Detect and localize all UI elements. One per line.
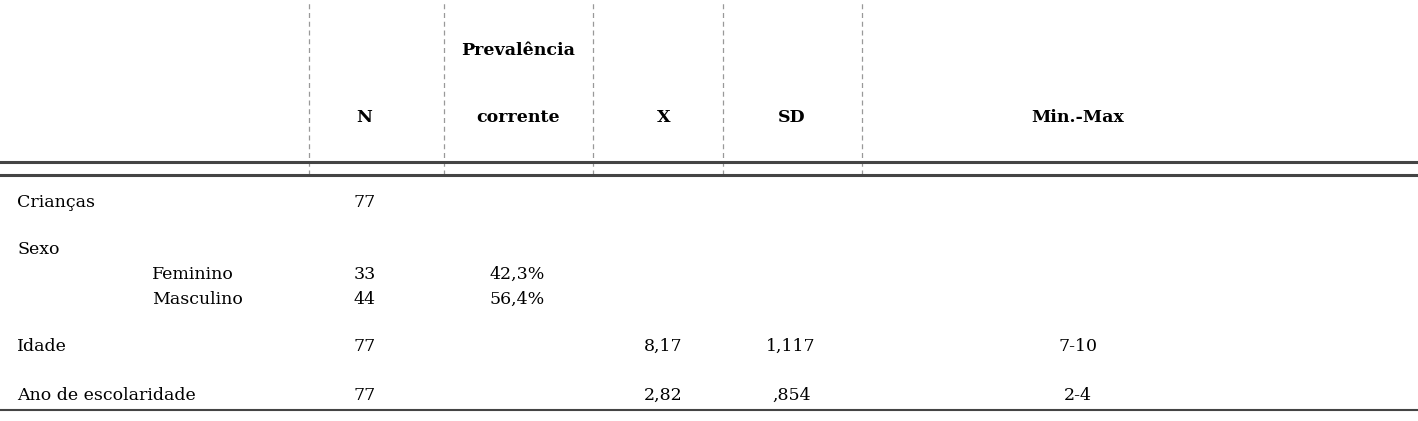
Text: 56,4%: 56,4%	[491, 291, 545, 308]
Text: ,854: ,854	[771, 387, 811, 404]
Text: N: N	[356, 109, 373, 126]
Text: Idade: Idade	[17, 338, 67, 355]
Text: 33: 33	[353, 266, 376, 283]
Text: Prevalência: Prevalência	[461, 42, 574, 59]
Text: 7-10: 7-10	[1058, 338, 1098, 355]
Text: 77: 77	[353, 194, 376, 211]
Text: 8,17: 8,17	[644, 338, 683, 355]
Text: 77: 77	[353, 387, 376, 404]
Text: Sexo: Sexo	[17, 240, 60, 258]
Text: 1,117: 1,117	[767, 338, 815, 355]
Text: 42,3%: 42,3%	[489, 266, 546, 283]
Text: Feminino: Feminino	[152, 266, 234, 283]
Text: corrente: corrente	[476, 109, 559, 126]
Text: 2,82: 2,82	[644, 387, 683, 404]
Text: 77: 77	[353, 338, 376, 355]
Text: Ano de escolaridade: Ano de escolaridade	[17, 387, 196, 404]
Text: 2-4: 2-4	[1064, 387, 1092, 404]
Text: Min.-Max: Min.-Max	[1031, 109, 1124, 126]
Text: Masculino: Masculino	[152, 291, 242, 308]
Text: Crianças: Crianças	[17, 194, 95, 211]
Text: 44: 44	[353, 291, 376, 308]
Text: SD: SD	[777, 109, 805, 126]
Text: X: X	[657, 109, 671, 126]
